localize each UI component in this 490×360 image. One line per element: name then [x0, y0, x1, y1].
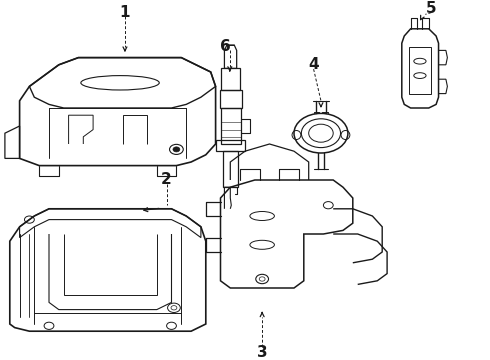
- Text: 5: 5: [426, 1, 437, 16]
- Text: 2: 2: [161, 172, 172, 188]
- Circle shape: [173, 147, 180, 152]
- Text: 4: 4: [308, 57, 319, 72]
- Text: 3: 3: [257, 345, 268, 360]
- Text: 1: 1: [120, 5, 130, 20]
- Text: 6: 6: [220, 39, 231, 54]
